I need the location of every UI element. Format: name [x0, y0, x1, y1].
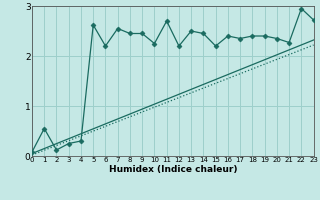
X-axis label: Humidex (Indice chaleur): Humidex (Indice chaleur)	[108, 165, 237, 174]
